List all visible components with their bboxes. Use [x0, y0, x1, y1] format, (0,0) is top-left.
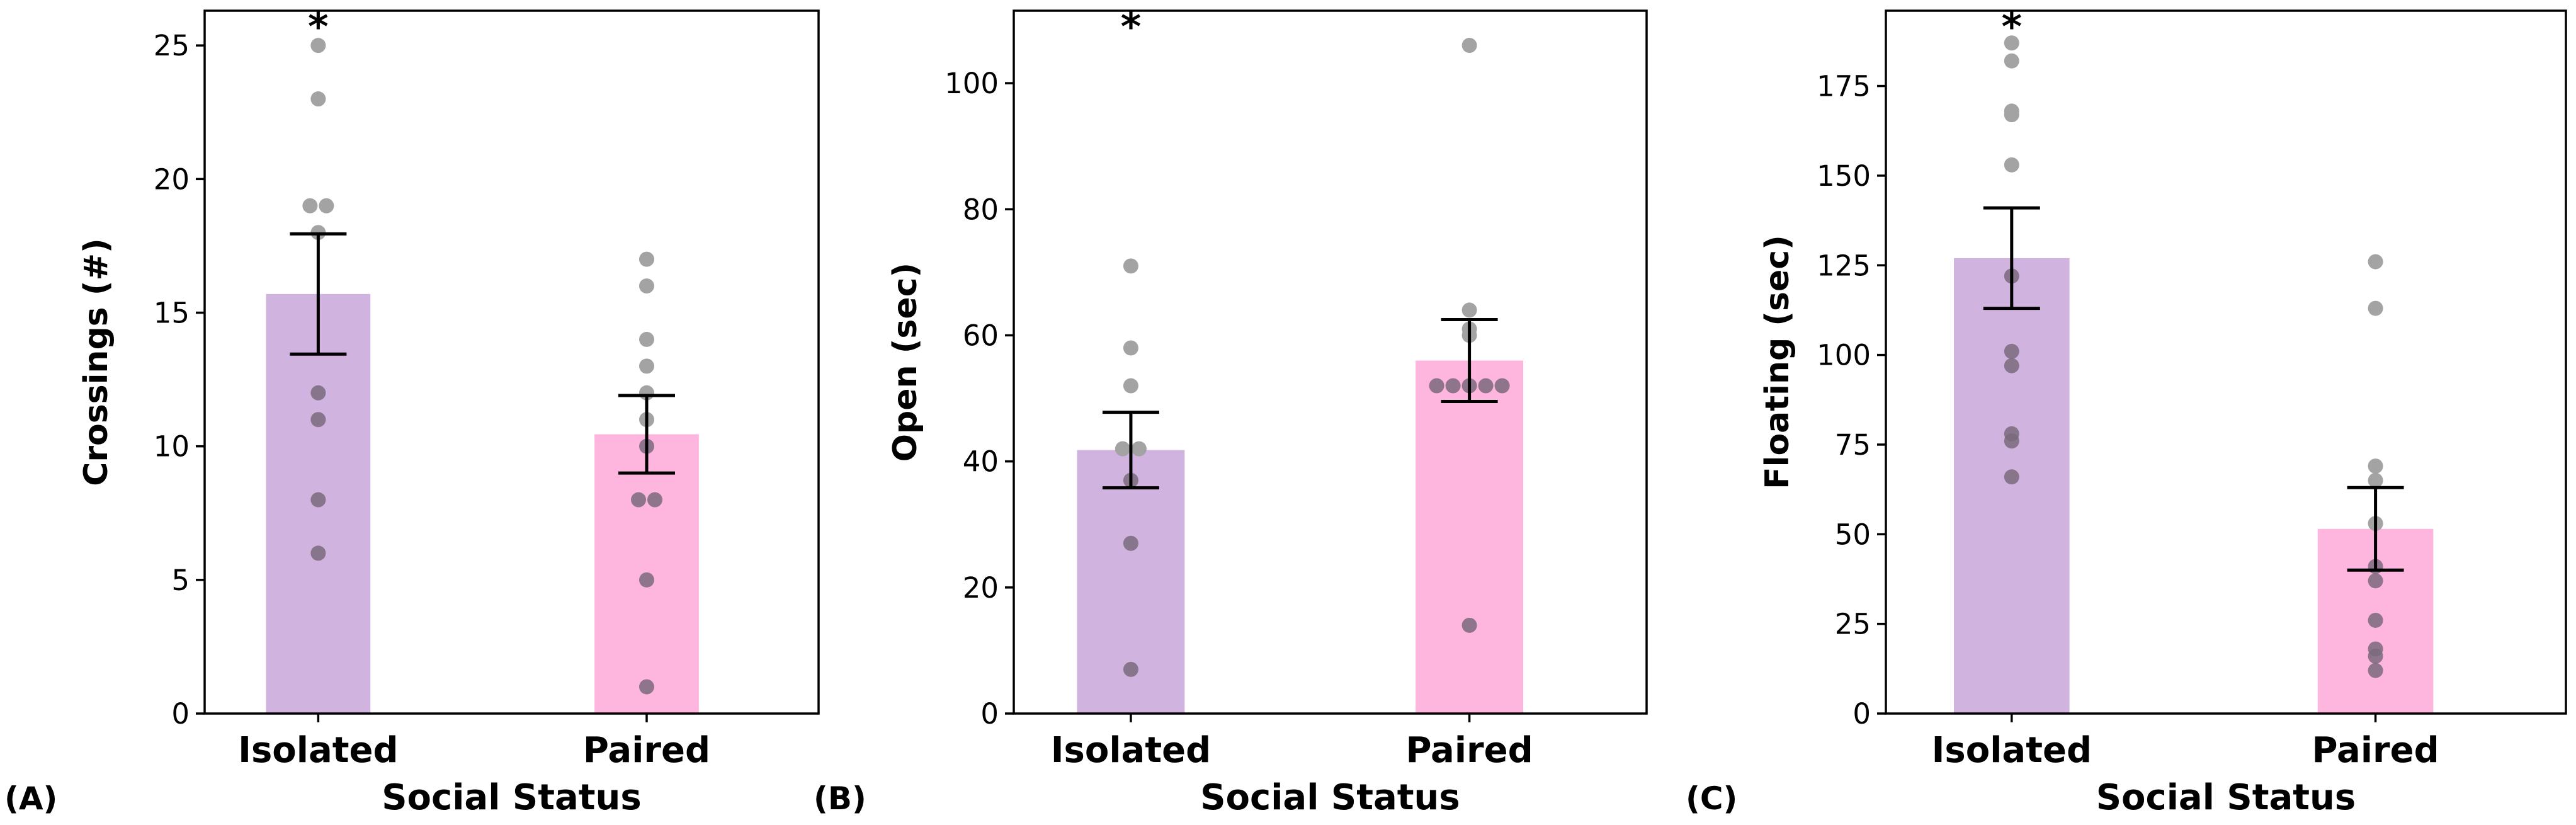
data-point: [1123, 258, 1138, 274]
data-point: [1478, 378, 1494, 394]
data-point: [302, 198, 318, 213]
y-tick-label: 100: [1817, 339, 1871, 372]
y-axis-label: Open (sec): [887, 263, 924, 462]
y-axis-label: Floating (sec): [1759, 235, 1796, 489]
y-tick-label: 0: [980, 697, 999, 731]
data-point: [639, 572, 654, 588]
data-point: [639, 679, 654, 695]
data-point: [2004, 107, 2019, 123]
x-axis-label: Social Status: [2096, 777, 2356, 818]
panel-label: (A): [4, 780, 57, 817]
y-tick-label: 60: [963, 319, 999, 352]
data-point: [1131, 441, 1147, 457]
data-point: [639, 358, 654, 374]
data-point: [1461, 302, 1477, 318]
data-point: [2368, 472, 2383, 488]
y-tick-label: 10: [154, 430, 190, 464]
data-point: [2368, 458, 2383, 474]
y-tick-label: 5: [171, 564, 190, 597]
y-axis-label: Crossings (#): [77, 238, 115, 486]
data-point: [2004, 433, 2019, 449]
data-point: [2004, 469, 2019, 485]
x-tick-label-isolated: Isolated: [238, 730, 398, 771]
y-tick-label: 50: [1835, 518, 1871, 551]
data-point: [310, 412, 326, 428]
data-point: [310, 385, 326, 401]
data-point: [1445, 378, 1461, 394]
data-point: [2004, 157, 2019, 173]
y-tick-label: 40: [963, 445, 999, 479]
y-tick-label: 0: [1853, 697, 1871, 731]
data-point: [310, 545, 326, 561]
data-point: [2368, 663, 2383, 678]
data-point: [319, 198, 334, 213]
data-point: [2368, 612, 2383, 628]
y-tick-label: 80: [963, 193, 999, 226]
data-point: [1123, 661, 1138, 677]
data-point: [639, 251, 654, 267]
data-point: [1429, 378, 1444, 394]
y-tick-label: 175: [1817, 70, 1871, 103]
y-tick-label: 125: [1817, 249, 1871, 282]
data-point: [2004, 35, 2019, 51]
y-tick-label: 100: [945, 67, 999, 100]
y-tick-label: 0: [171, 697, 190, 731]
data-point: [647, 492, 662, 508]
data-point: [1461, 38, 1477, 54]
data-point: [2004, 53, 2019, 69]
y-tick-label: 15: [154, 296, 190, 329]
data-point: [2368, 300, 2383, 316]
bar-paired: [1416, 360, 1524, 714]
x-axis-label: Social Status: [382, 777, 642, 818]
data-point: [2368, 573, 2383, 589]
axes-frame: [1013, 9, 1648, 715]
data-point: [631, 492, 646, 508]
data-point: [2368, 648, 2383, 664]
data-point: [1115, 441, 1130, 457]
data-point: [1123, 378, 1138, 394]
y-tick-label: 20: [154, 162, 190, 196]
data-point: [639, 331, 654, 347]
y-tick-label: 75: [1835, 428, 1871, 462]
x-tick-label-paired: Paired: [1405, 730, 1533, 771]
y-tick-label: 25: [1835, 608, 1871, 641]
data-point: [1461, 617, 1477, 633]
data-point: [639, 278, 654, 294]
data-point: [2368, 254, 2383, 270]
x-tick-label-isolated: Isolated: [1051, 730, 1211, 771]
x-tick-label-paired: Paired: [2312, 730, 2439, 771]
y-tick-label: 20: [963, 571, 999, 605]
panel-label: (C): [1686, 780, 1737, 817]
bar-isolated: [1954, 258, 2070, 714]
data-point: [310, 38, 326, 54]
data-point: [1123, 340, 1138, 356]
data-point: [310, 91, 326, 107]
data-point: [2004, 358, 2019, 373]
x-axis-label: Social Status: [1200, 777, 1460, 818]
panel-label: (B): [814, 780, 866, 817]
y-tick-label: 25: [154, 29, 190, 62]
axes-frame: [203, 9, 820, 715]
axes-frame: [1885, 9, 2567, 715]
y-tick-label: 150: [1817, 159, 1871, 193]
data-point: [310, 492, 326, 508]
data-point: [1123, 535, 1138, 551]
data-point: [2004, 343, 2019, 359]
x-tick-label-isolated: Isolated: [1932, 730, 2092, 771]
x-tick-label-paired: Paired: [583, 730, 710, 771]
data-point: [1494, 378, 1510, 394]
